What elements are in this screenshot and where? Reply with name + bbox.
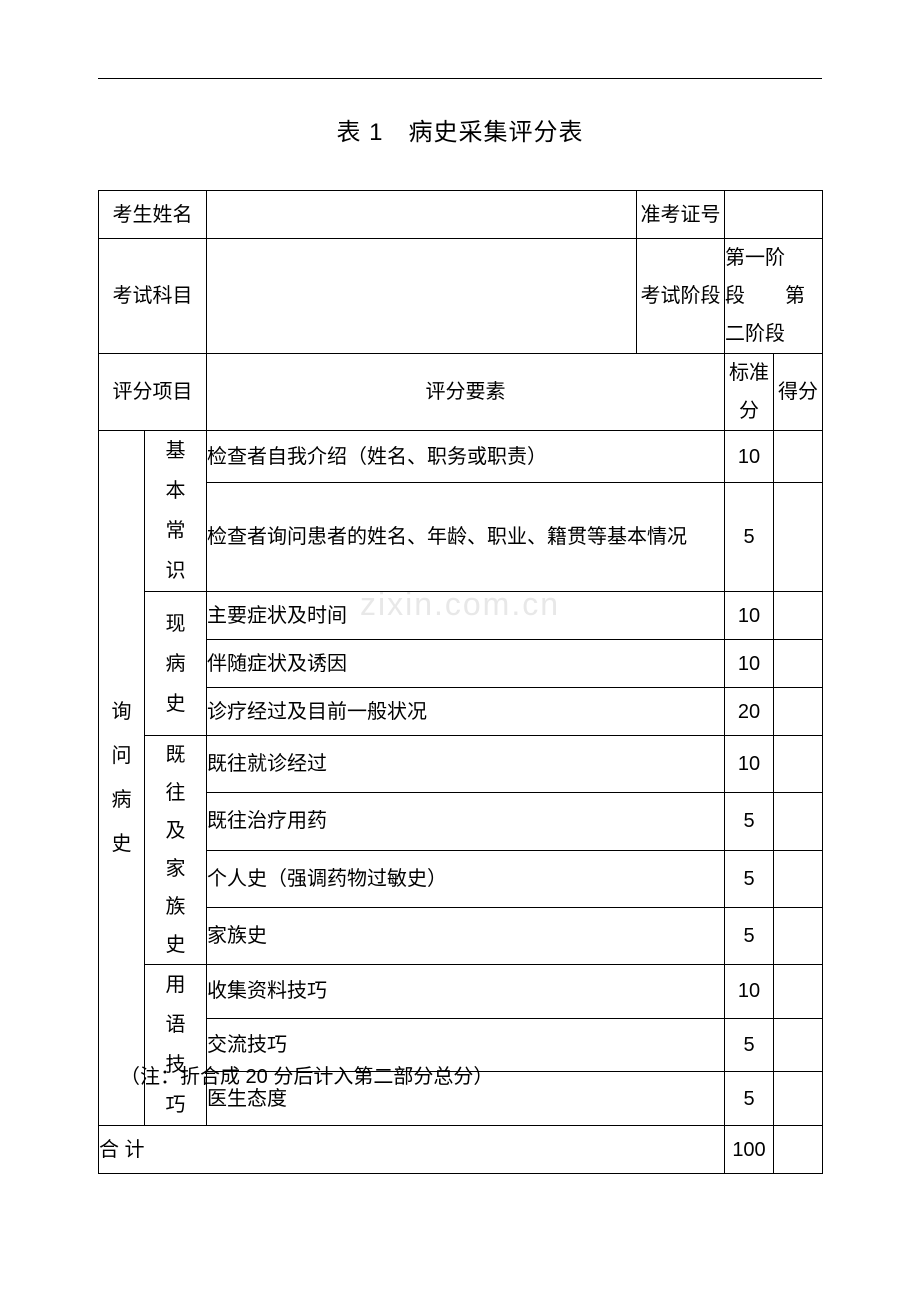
criteria-text: 诊疗经过及目前一般状况 [207,688,725,736]
std-score: 10 [725,736,774,793]
table-row: 既往治疗用药 5 [99,793,823,850]
label-item: 评分项目 [99,354,207,431]
criteria-text: 交流技巧 [207,1018,725,1072]
std-score: 5 [725,1018,774,1072]
total-field[interactable] [774,1126,823,1174]
score-field[interactable] [774,1018,823,1072]
subject-field[interactable] [207,239,637,354]
subgroup-basic: 基本常识 [145,431,207,592]
page-title: 表 1 病史采集评分表 [0,112,920,147]
subgroup-lang: 用语技巧 [145,965,207,1126]
table-row: 合 计 100 [99,1126,823,1174]
table-row: 个人史（强调药物过敏史） 5 [99,850,823,907]
score-field[interactable] [774,965,823,1019]
criteria-text: 主要症状及时间 [207,592,725,640]
criteria-text: 医生态度 [207,1072,725,1126]
table-row: 伴随症状及诱因 10 [99,640,823,688]
label-stage: 考试阶段 [637,239,725,354]
std-score: 10 [725,640,774,688]
stage-options[interactable]: 第一阶段 第二阶段 [725,239,823,354]
table-row: 现病史 主要症状及时间 10 [99,592,823,640]
table-row: 询问病史 基本常识 检查者自我介绍（姓名、职务或职责） 10 [99,431,823,483]
std-score: 5 [725,907,774,964]
std-score: 5 [725,793,774,850]
label-criteria: 评分要素 [207,354,725,431]
label-stdscore: 标准分 [725,354,774,431]
label-admit-no: 准考证号 [637,191,725,239]
criteria-text: 检查者自我介绍（姓名、职务或职责） [207,431,725,483]
top-rule [98,78,822,79]
table-row: 用语技巧 收集资料技巧 10 [99,965,823,1019]
label-subject: 考试科目 [99,239,207,354]
criteria-text: 个人史（强调药物过敏史） [207,850,725,907]
std-score: 20 [725,688,774,736]
label-score: 得分 [774,354,823,431]
table-row: 既往及家族史 既往就诊经过 10 [99,736,823,793]
std-score: 10 [725,965,774,1019]
score-field[interactable] [774,736,823,793]
criteria-text: 既往治疗用药 [207,793,725,850]
score-field[interactable] [774,850,823,907]
table-row: 考生姓名 准考证号 [99,191,823,239]
criteria-text: 检查者询问患者的姓名、年龄、职业、籍贯等基本情况 [207,483,725,592]
std-score: 10 [725,592,774,640]
group-inquiry: 询问病史 [99,431,145,1126]
name-field[interactable] [207,191,637,239]
criteria-text: 既往就诊经过 [207,736,725,793]
std-score: 5 [725,1072,774,1126]
label-name: 考生姓名 [99,191,207,239]
score-field[interactable] [774,592,823,640]
scoring-table: 考生姓名 准考证号 考试科目 考试阶段 第一阶段 第二阶段 评分项目 评分要素 … [98,190,823,1174]
table-row: 诊疗经过及目前一般状况 20 [99,688,823,736]
total-label: 合 计 [99,1126,725,1174]
score-field[interactable] [774,640,823,688]
table-row: 家族史 5 [99,907,823,964]
std-score: 5 [725,483,774,592]
total-score: 100 [725,1126,774,1174]
score-field[interactable] [774,907,823,964]
criteria-text: 家族史 [207,907,725,964]
std-score: 5 [725,850,774,907]
subgroup-current: 现病史 [145,592,207,736]
table-row: 医生态度 5 [99,1072,823,1126]
std-score: 10 [725,431,774,483]
score-field[interactable] [774,483,823,592]
table-row: 评分项目 评分要素 标准分 得分 [99,354,823,431]
table-row: 考试科目 考试阶段 第一阶段 第二阶段 [99,239,823,354]
table-row: 交流技巧 5 [99,1018,823,1072]
criteria-text: 伴随症状及诱因 [207,640,725,688]
criteria-text: 收集资料技巧 [207,965,725,1019]
table-row: 检查者询问患者的姓名、年龄、职业、籍贯等基本情况 5 [99,483,823,592]
score-field[interactable] [774,1072,823,1126]
score-field[interactable] [774,793,823,850]
admit-no-field[interactable] [725,191,823,239]
subgroup-past: 既往及家族史 [145,736,207,965]
score-field[interactable] [774,688,823,736]
score-field[interactable] [774,431,823,483]
